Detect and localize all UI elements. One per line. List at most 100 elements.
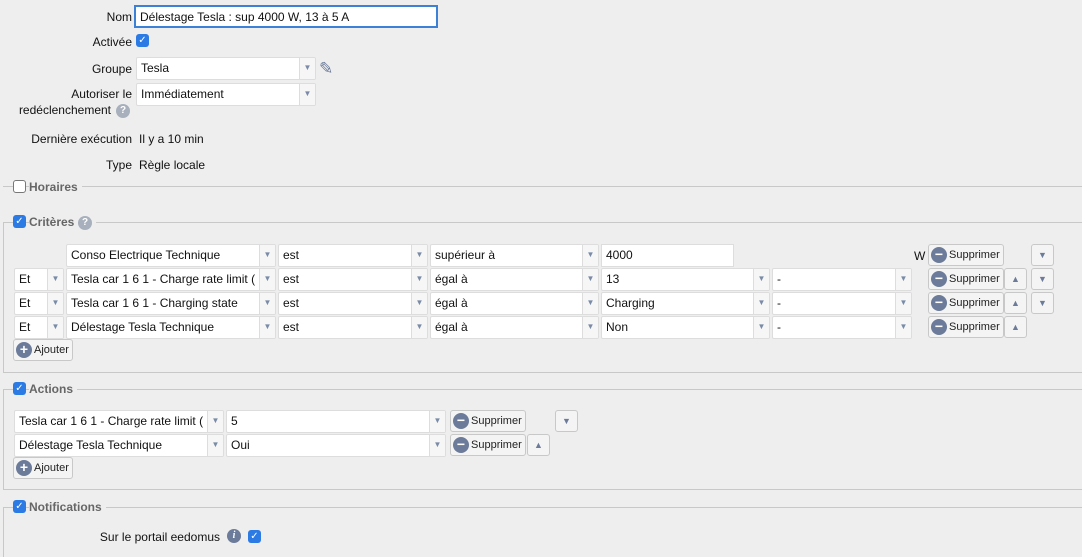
chevron-down-icon: ▼ [895,317,911,338]
activee-checkbox[interactable]: ✓ [136,34,149,47]
value-input[interactable]: 4000 [601,244,734,267]
action-device-select[interactable]: Délestage Tesla Technique ▼ [14,434,224,457]
operator-select[interactable]: supérieur à ▼ [430,244,599,267]
divider [3,186,1082,187]
chevron-down-icon: ▼ [429,435,445,456]
unit-select[interactable]: - ▼ [772,316,912,339]
chevron-down-icon: ▼ [753,293,769,314]
groupe-select[interactable]: Tesla ▼ [136,57,316,80]
chevron-down-icon: ▼ [259,245,275,266]
portail-checkbox[interactable]: ✓ [248,530,261,543]
divider [3,507,1082,508]
add-criterion-button[interactable]: + Ajouter [13,339,73,361]
autoriser-select[interactable]: Immédiatement ▼ [136,83,316,106]
verb-select[interactable]: est ▼ [278,292,428,315]
chevron-down-icon: ▼ [582,245,598,266]
action-value-select[interactable]: Oui ▼ [226,434,446,457]
move-down-button[interactable]: ▼ [555,410,578,432]
conjunction-select[interactable]: Et ▼ [14,292,64,315]
device-select[interactable]: Délestage Tesla Technique ▼ [66,316,276,339]
divider [3,222,4,372]
move-up-button[interactable]: ▲ [527,434,550,456]
operator-select[interactable]: égal à ▼ [430,316,599,339]
arrow-down-icon: ▼ [1038,250,1047,260]
minus-icon: − [931,319,947,335]
move-up-button[interactable]: ▲ [1004,268,1027,290]
operator-select[interactable]: égal à ▼ [430,292,599,315]
info-icon[interactable]: i [227,529,241,543]
groupe-value: Tesla [141,61,170,75]
device-select-value: Tesla car 1 6 1 - Charging state [71,296,238,310]
verb-select-value: est [283,296,300,310]
add-action-button[interactable]: + Ajouter [13,457,73,479]
chevron-down-icon: ▼ [299,58,315,79]
delete-label: Supprimer [949,297,1000,309]
divider [3,507,4,557]
unit-select-value: - [777,296,781,310]
arrow-up-icon: ▲ [1011,298,1020,308]
move-down-button[interactable]: ▼ [1031,292,1054,314]
delete-button[interactable]: − Supprimer [928,244,1004,266]
delete-button[interactable]: − Supprimer [450,410,526,432]
move-up-button[interactable]: ▲ [1004,292,1027,314]
action-device-select[interactable]: Tesla car 1 6 1 - Charge rate limit ( ▼ [14,410,224,433]
move-down-button[interactable]: ▼ [1031,268,1054,290]
value-select[interactable]: Charging ▼ [601,292,770,315]
autoriser-label-1: Autoriser le [71,87,132,101]
delete-button[interactable]: − Supprimer [928,268,1004,290]
horaires-checkbox[interactable] [13,180,26,193]
action-value-select[interactable]: 5 ▼ [226,410,446,433]
conjunction-select[interactable]: Et ▼ [14,316,64,339]
move-up-button[interactable]: ▲ [1004,316,1027,338]
plus-icon: + [16,342,32,358]
device-select[interactable]: Tesla car 1 6 1 - Charging state ▼ [66,292,276,315]
minus-icon: − [453,413,469,429]
nom-input[interactable]: Délestage Tesla : sup 4000 W, 13 à 5 A [134,5,438,28]
delete-button[interactable]: − Supprimer [928,316,1004,338]
device-select[interactable]: Tesla car 1 6 1 - Charge rate limit (▼ [66,268,276,291]
chevron-down-icon: ▼ [299,84,315,105]
delete-label: Supprimer [471,415,522,427]
action-value-select-value: Oui [231,438,250,452]
help-icon[interactable]: ? [78,216,92,230]
minus-icon: − [931,295,947,311]
divider [3,389,4,489]
delete-button[interactable]: − Supprimer [450,434,526,456]
conjunction-select-value: Et [19,296,31,310]
chevron-down-icon: ▼ [411,317,427,338]
chevron-down-icon: ▼ [259,269,275,290]
operator-select-value: égal à [435,296,468,310]
autoriser-label-2: redéclenchement [18,103,111,117]
operator-select[interactable]: égal à ▼ [430,268,599,291]
help-icon[interactable]: ? [116,104,130,118]
type-label: Type [105,158,132,172]
value-select[interactable]: 13 ▼ [601,268,770,291]
arrow-up-icon: ▲ [1011,322,1020,332]
value-select-value: Non [606,320,629,334]
move-down-button[interactable]: ▼ [1031,244,1054,266]
verb-select[interactable]: est ▼ [278,316,428,339]
chevron-down-icon: ▼ [582,317,598,338]
action-value-select-value: 5 [231,414,238,428]
action-device-select-value: Tesla car 1 6 1 - Charge rate limit ( [19,414,203,428]
chevron-down-icon: ▼ [411,245,427,266]
device-select[interactable]: Conso Electrique Technique ▼ [66,244,276,267]
actions-checkbox[interactable]: ✓ [13,382,26,395]
chevron-down-icon: ▼ [582,293,598,314]
value-select[interactable]: Non ▼ [601,316,770,339]
verb-select[interactable]: est ▼ [278,268,428,291]
criteres-checkbox[interactable]: ✓ [13,215,26,228]
activee-label: Activée [92,35,132,49]
verb-select[interactable]: est ▼ [278,244,428,267]
unit-select[interactable]: - ▼ [772,292,912,315]
chevron-down-icon: ▼ [753,317,769,338]
pencil-icon[interactable]: ✎ [319,59,334,78]
conjunction-select[interactable]: Et ▼ [14,268,64,291]
chevron-down-icon: ▼ [207,411,223,432]
verb-select-value: est [283,320,300,334]
unit-select[interactable]: - ▼ [772,268,912,291]
delete-button[interactable]: − Supprimer [928,292,1004,314]
device-select-value: Conso Electrique Technique [71,248,221,262]
notifications-checkbox[interactable]: ✓ [13,500,26,513]
value-select-value: 13 [606,272,620,286]
